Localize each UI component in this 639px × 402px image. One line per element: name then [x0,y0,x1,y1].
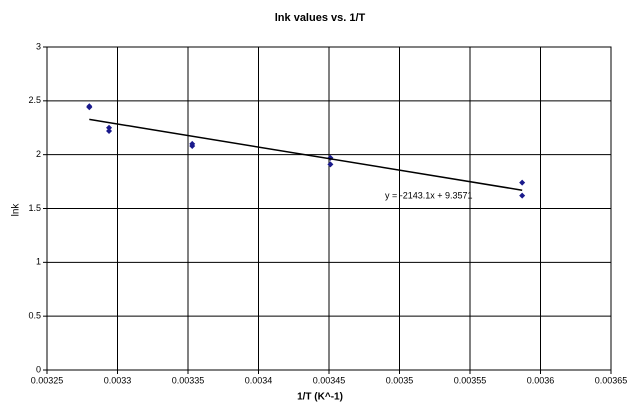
y-tick-label: 1 [36,257,41,267]
y-axis-label: lnk [11,203,22,217]
point [327,161,334,168]
point [106,124,113,131]
x-tick-label: 0.0033 [104,375,132,385]
x-axis-label: 1/T (K^-1) [297,392,343,402]
x-tick-label: 0.00365 [595,375,628,385]
x-tick-label: 0.0036 [527,375,555,385]
y-tick-label: 2.5 [28,95,41,105]
point [86,104,93,111]
y-tick-label: 2 [36,149,41,159]
x-tick-label: 0.00325 [31,375,64,385]
plot-border [46,46,612,371]
y-tick-label: 0.5 [28,311,41,321]
x-tick-label: 0.0034 [245,375,273,385]
x-tick-label: 0.00355 [454,375,487,385]
y-tick-label: 1.5 [28,203,41,213]
x-tick-label: 0.0035 [386,375,414,385]
x-tick-label: 0.00335 [172,375,205,385]
point [189,143,196,150]
trendline [89,118,523,191]
y-tick-label: 3 [36,41,41,51]
y-tick-label: 0 [36,364,41,374]
point [519,192,526,199]
trendline-label: y = -2143.1x + 9.3571 [385,190,473,200]
x-tick-label: 0.00345 [313,375,346,385]
point [519,179,526,186]
point [106,127,113,134]
chart-title: lnk values vs. 1/T [275,12,366,24]
